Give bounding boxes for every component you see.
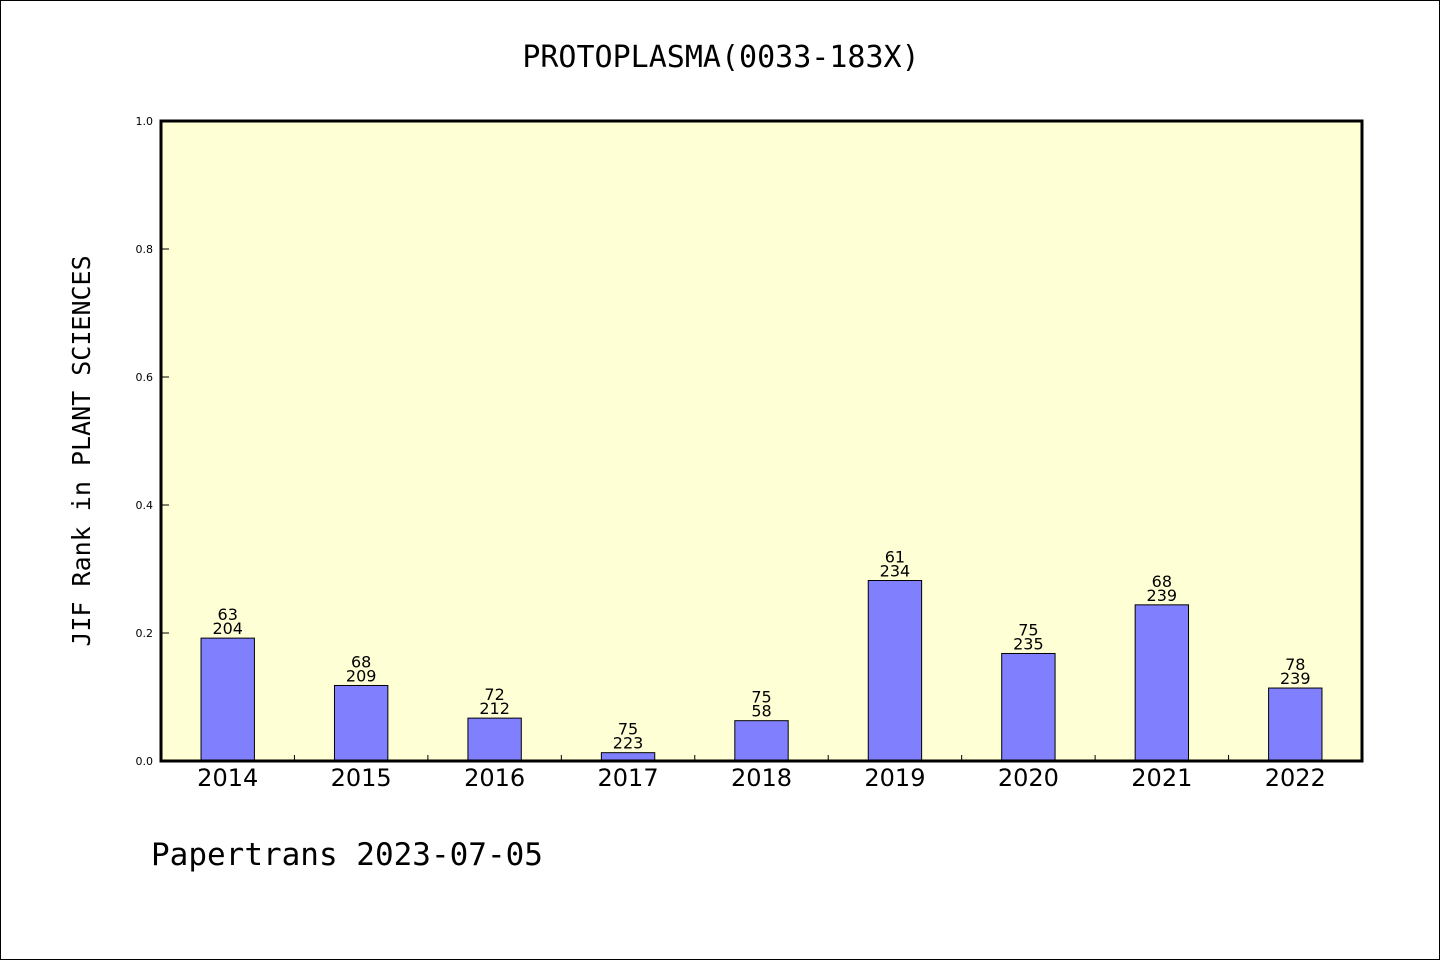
bar-total-label: 239 (1147, 586, 1178, 605)
y-tick-label: 0.4 (136, 499, 154, 512)
x-axis: 2014 2015 2016 2017 2018 2019 2020 2021 2022 (197, 755, 1326, 792)
y-tick-label: 0.0 (136, 755, 154, 768)
bar-rank-label: 75 (751, 688, 771, 707)
bar-2019 (867, 580, 923, 762)
footer-credit: Papertrans 2023-07-05 (151, 837, 543, 873)
x-tick-label: 2016 (464, 764, 525, 792)
bar-2014 (200, 637, 255, 762)
bar-total-label: 223 (613, 734, 644, 753)
bar-2022 (1268, 687, 1323, 762)
bar-2018 (734, 720, 789, 762)
bar-rank-label: 78 (1285, 655, 1305, 674)
x-tick-label: 2018 (731, 764, 792, 792)
bar-total-label: 234 (880, 562, 911, 581)
bar-total-label: 204 (212, 619, 243, 638)
y-tick-label: 1.0 (136, 115, 154, 128)
x-tick-label: 2015 (331, 764, 392, 792)
x-tick-label: 2014 (197, 764, 258, 792)
bar-rank-label: 68 (351, 652, 371, 671)
bar-total-label: 209 (346, 666, 377, 685)
bar-total-label: 212 (479, 699, 510, 718)
x-tick-label: 2019 (864, 764, 925, 792)
bar-2016 (467, 717, 522, 762)
y-axis-label: JIF Rank in PLANT SCIENCES (67, 255, 96, 646)
bar-rank-label: 75 (618, 720, 638, 739)
x-tick-label: 2020 (998, 764, 1059, 792)
bar-total-label: 58 (751, 702, 771, 721)
bar-rank-label: 72 (484, 685, 504, 704)
y-tick-label: 0.8 (136, 243, 154, 256)
plot-border (159, 119, 1364, 763)
bar-total-label: 235 (1013, 634, 1044, 653)
bar-total-label: 239 (1280, 669, 1311, 688)
bar-rank-label: 68 (1152, 572, 1172, 591)
bar-2020 (1001, 652, 1056, 762)
y-axis: 0.0 0.2 0.4 0.6 0.8 1.0 (136, 115, 169, 768)
bar-2021 (1134, 604, 1190, 762)
bar-rank-label: 75 (1018, 620, 1038, 639)
x-tick-label: 2017 (598, 764, 659, 792)
bar-rank-label: 61 (885, 548, 905, 567)
y-tick-label: 0.2 (136, 627, 154, 640)
bar-2015 (333, 684, 389, 762)
y-tick-label: 0.6 (136, 371, 154, 384)
bar-rank-label: 63 (218, 605, 238, 624)
chart-title: PROTOPLASMA(0033-183X) (522, 40, 919, 75)
bars: 6320468209722127522375586123475235682397… (200, 548, 1323, 762)
x-tick-label: 2021 (1131, 764, 1192, 792)
x-tick-label: 2022 (1265, 764, 1326, 792)
